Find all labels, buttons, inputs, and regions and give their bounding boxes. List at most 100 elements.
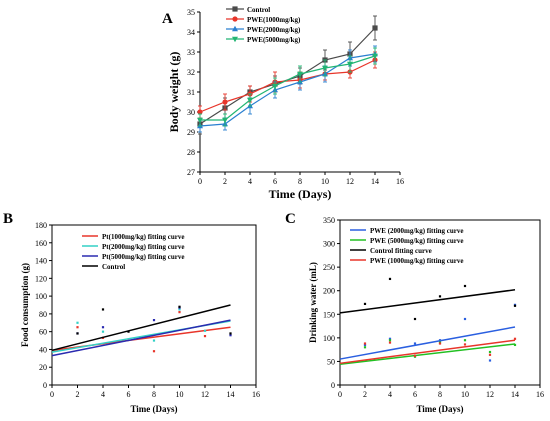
y-tick-label: 120 — [35, 274, 47, 283]
x-tick-label: 8 — [152, 390, 156, 399]
data-point — [222, 117, 228, 124]
x-tick-label: 10 — [461, 390, 469, 399]
series-line-pwe-2000mg-kg — [199, 53, 376, 127]
y-tick-label: 80 — [39, 310, 47, 319]
panel-letter-c: C — [285, 211, 296, 227]
data-point — [513, 304, 517, 307]
data-point — [513, 343, 517, 347]
legend-marker — [232, 16, 238, 22]
fit-line-pwe-5000mg-kg-fitting-curve — [339, 343, 516, 366]
x-tick-label: 6 — [413, 390, 417, 399]
data-point — [178, 305, 181, 308]
data-point — [488, 353, 492, 356]
data-point — [322, 65, 328, 72]
fit-line-pwe-1000mg-kg-fitting-curve — [339, 339, 516, 365]
y-tick-label: 28 — [187, 148, 195, 157]
x-tick-label: 16 — [536, 390, 544, 399]
series-control-fitting-curve — [339, 277, 517, 321]
y-tick-label: 32 — [187, 68, 195, 77]
legend-label: Control — [102, 263, 125, 271]
data-point — [463, 284, 467, 288]
data-point — [388, 277, 392, 281]
x-tick-label: 8 — [438, 390, 442, 399]
data-point — [178, 311, 181, 314]
fit-line-pwe-2000mg-kg-fitting-curve — [339, 326, 516, 360]
x-tick-label: 8 — [298, 177, 302, 186]
legend-label: Pt(2000mg/kg) fitting curve — [102, 243, 184, 251]
x-tick-label: 16 — [396, 177, 404, 186]
x-tick-label: 12 — [486, 390, 494, 399]
chart-panel-a: 0 2 4 6 8 10 12 14 16 27 28 29 30 31 32 33 34 35 Time (Day… — [167, 6, 404, 201]
x-tick-label: 2 — [223, 177, 227, 186]
data-point — [229, 334, 232, 337]
legend-label: PWE (2000mg/kg) fitting curve — [370, 227, 464, 235]
data-point — [247, 97, 253, 104]
x-axis-title: Time (Days) — [269, 187, 332, 201]
y-tick-label: 33 — [187, 48, 195, 57]
y-tick-label: 200 — [323, 287, 335, 296]
x-tick-label: 12 — [346, 177, 354, 186]
data-point — [76, 321, 79, 324]
legend: Pt(1000mg/kg) fitting curve Pt(2000mg/kg)… — [82, 233, 184, 271]
data-point — [197, 109, 203, 115]
data-point — [363, 342, 367, 345]
x-axis-title: Time (Days) — [416, 404, 463, 414]
data-point — [388, 341, 392, 344]
legend-label: Pt(5000mg/kg) fitting curve — [102, 253, 184, 261]
series-pwe-5000mg-kg — [197, 47, 378, 127]
y-tick-label: 0 — [331, 381, 335, 390]
y-tick-label: 27 — [187, 168, 195, 177]
y-tick-label: 160 — [35, 239, 47, 248]
data-point — [76, 332, 79, 335]
x-tick-label: 14 — [371, 177, 379, 186]
legend-marker — [232, 6, 238, 12]
x-tick-label: 2 — [363, 390, 367, 399]
data-point — [463, 317, 467, 321]
legend-marker — [232, 36, 238, 43]
data-point — [101, 326, 105, 329]
data-point — [372, 25, 378, 31]
x-tick-label: 0 — [50, 390, 54, 399]
legend-label: PWE (5000mg/kg) fitting curve — [370, 237, 464, 245]
data-point — [463, 343, 467, 346]
x-tick-label: 4 — [388, 390, 392, 399]
legend-label: PWE(2000mg/kg) — [247, 26, 301, 34]
x-tick-label: 14 — [511, 390, 519, 399]
x-tick-label: 10 — [176, 390, 184, 399]
data-point — [197, 117, 203, 124]
data-point — [203, 335, 207, 338]
data-point — [488, 350, 492, 354]
data-point — [488, 359, 492, 362]
data-point — [152, 350, 156, 353]
legend: PWE (2000mg/kg) fitting curve PWE (5000mg… — [350, 227, 464, 265]
legend-label: PWE(5000mg/kg) — [247, 36, 301, 44]
y-tick-label: 250 — [323, 263, 335, 272]
data-point — [413, 317, 417, 321]
y-tick-label: 20 — [39, 363, 47, 372]
legend: Control PWE(1000mg/kg) PWE(2000mg/kg) PWE(5… — [226, 6, 301, 44]
data-point — [101, 308, 105, 311]
legend-label: Control fitting curve — [370, 247, 432, 255]
data-point — [388, 337, 392, 340]
data-point — [101, 330, 105, 333]
y-tick-label: 100 — [35, 292, 47, 301]
data-point — [438, 295, 442, 298]
data-point — [347, 61, 353, 68]
legend-label: PWE(1000mg/kg) — [247, 16, 301, 24]
x-tick-label: 4 — [101, 390, 105, 399]
data-point — [178, 308, 181, 311]
data-point — [363, 302, 367, 306]
data-point — [152, 339, 156, 342]
data-point — [272, 83, 278, 90]
fit-line-control-fitting-curve — [339, 289, 516, 314]
data-point — [513, 337, 517, 340]
data-point — [438, 342, 442, 345]
series-pwe-1000mg-kg-fitting-curve — [339, 337, 517, 365]
y-tick-label: 150 — [323, 310, 335, 319]
y-tick-label: 100 — [323, 334, 335, 343]
y-tick-label: 60 — [39, 328, 47, 337]
data-point — [388, 339, 392, 342]
x-tick-label: 2 — [76, 390, 80, 399]
y-tick-label: 30 — [187, 108, 195, 117]
